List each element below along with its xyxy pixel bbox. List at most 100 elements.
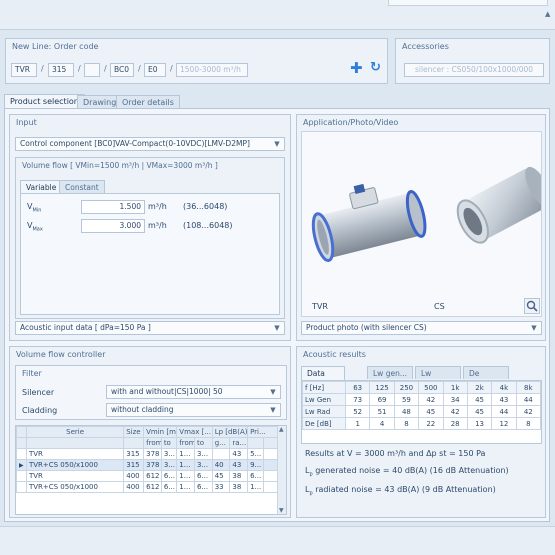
cell-vmin-from: 612 [143,481,162,493]
vmin-input[interactable]: 1.500 [81,200,145,214]
acoustic-input-value: Acoustic input data [ dPa=150 Pa ] [20,323,151,332]
radiated-noise-line: Lp radiated noise = 43 dB(A) (9 dB Atten… [305,485,496,497]
tvr-damper-image [311,183,427,263]
cell-vmin-to: 3... [160,459,178,471]
grid-subheader: g... [211,437,231,449]
cell-lp-gen: 45 [211,470,231,482]
code-segment-control[interactable]: BC0 [110,63,134,77]
slash: / [78,64,81,73]
grid-header-serie[interactable]: Serie [25,426,125,438]
zoom-icon[interactable] [524,298,540,314]
silencer-label: Silencer [22,388,55,397]
magnifier-glyph [526,300,538,312]
row-label: Lw Gen [302,393,346,406]
code-segment-series[interactable]: TVR [11,63,37,77]
bottom-strip [0,526,555,555]
silencer-select[interactable]: with and without|CS|1000| 50 ▼ [106,385,281,399]
grid-scrollbar[interactable]: ▲ ▼ [277,426,286,514]
top-right-box [388,0,548,6]
cell-vmax-from: 1... [176,470,195,482]
cladding-value: without cladding [111,405,174,414]
tab-lw-generated[interactable]: Lw gen... [367,366,413,379]
chevron-down-icon: ▼ [270,406,276,414]
vmax-input[interactable]: 3.000 [81,219,145,233]
cell-vmax-to: 6... [193,481,213,493]
slash: / [170,64,173,73]
photo-select-value: Product photo (with silencer CS) [306,323,427,332]
acoustic-input-select[interactable]: Acoustic input data [ dPa=150 Pa ] ▼ [15,321,285,335]
cell-extra [262,481,279,493]
tab-data[interactable]: Data [301,366,345,380]
add-line-icon[interactable]: ✚ [350,59,363,77]
value-cell: 43 [491,393,517,406]
scroll-down-arrow[interactable]: ▼ [279,507,284,514]
grid-header-vmax[interactable]: Vmax [... [176,426,213,438]
cladding-select[interactable]: without cladding ▼ [106,403,281,417]
filter-group: Filter Silencer with and without|CS|1000… [15,365,287,420]
tab-product-selection[interactable]: Product selection [4,94,85,109]
product-photo [311,166,541,263]
scroll-up-arrow[interactable]: ▲ [279,426,284,433]
cladding-label: Cladding [22,406,58,415]
grid-subheader: to [193,437,213,449]
freq-cell: 8k [515,381,542,394]
photo-select[interactable]: Product photo (with silencer CS) ▼ [301,321,542,335]
code-segment-size[interactable]: 315 [48,63,74,77]
application-panel: Application/Photo/Video [296,114,546,341]
grid-subheader: from [143,437,162,449]
grid-header-vmin[interactable]: Vmin [m... [143,426,178,438]
freq-cell: 125 [369,381,395,394]
tab-de[interactable]: De [463,366,509,379]
control-component-select[interactable]: Control component [BC0]VAV-Compact(0-10V… [15,137,285,151]
table-row-selected[interactable]: ▶ TVR+CS 050/x1000 315 378 3... 1... 3..… [16,459,279,471]
cell-lp-rad: 38 [229,470,249,482]
cell-extra [262,459,279,471]
tab-lw-radiated[interactable]: Lw radi... [415,366,461,391]
code-segment-attachment[interactable]: E0 [144,63,166,77]
code-segment-option[interactable] [84,63,100,77]
value-cell: 59 [393,393,420,406]
vmax-unit: m³/h [148,221,167,230]
volume-flow-title: Volume flow [ VMin=1500 m³/h | VMax=3000… [22,161,218,170]
value-cell: 42 [418,393,444,406]
row-label: Lw Rad [302,405,346,418]
grid-header-size[interactable]: Size [123,426,145,438]
scroll-top-arrow[interactable]: ▲ [545,10,551,18]
grid-subheader [25,437,125,449]
value-cell: 34 [442,393,468,406]
silencer-value: with and without|CS|1000| 50 [111,387,223,396]
cell-vmax-to: 3... [193,459,213,471]
refresh-icon[interactable]: ↻ [370,60,381,75]
cell-price: 9... [247,459,264,471]
table-row[interactable]: TVR+CS 050/x1000 400 612 6... 1... 6... … [16,481,279,493]
cell-vmin-to: 6... [160,470,178,482]
cell-vmin-from: 378 [143,448,162,460]
grid-header-lp[interactable]: Lp [dB(A)] [211,426,249,438]
tab-constant[interactable]: Constant [59,180,105,193]
cell-vmin-from: 378 [143,459,162,471]
tab-order-details[interactable]: Order details [116,95,180,109]
grid-subheader [247,437,264,449]
grid-subheader [262,437,279,449]
cell-vmax-from: 1... [176,448,195,460]
grid-header-price[interactable]: Pri... [247,426,278,438]
table-row[interactable]: TVR 315 378 3... 1... 3... 43 5... [16,448,279,460]
value-cell: 42 [515,405,542,418]
lp-symbol: L [305,485,310,494]
chevron-down-icon: ▼ [274,324,280,332]
value-cell: 45 [466,405,493,418]
results-at-line: Results at V = 3000 m³/h and Δp st = 150… [305,449,486,458]
value-cell: 12 [491,417,517,430]
table-row[interactable]: TVR 400 612 6... 1... 6... 45 38 6... [16,470,279,482]
cell-price: 6... [247,470,264,482]
vmin-label: VMin [27,202,42,214]
new-line-panel: New Line: Order code TVR / 315 / / BC0 /… [5,38,388,84]
lw-rad-row: Lw Rad 52 51 48 45 42 45 44 42 [302,405,542,418]
freq-cell: 500 [418,381,444,394]
cell-lp-gen: 40 [211,459,231,471]
accessories-field[interactable]: silencer : CS050/100x1000/000 [404,63,544,77]
volume-range-field[interactable]: 1500-3000 m³/h [176,63,248,77]
tab-variable[interactable]: Variable [20,180,63,194]
row-indicator-header [16,426,27,438]
cell-vmax-from: 1... [176,459,195,471]
